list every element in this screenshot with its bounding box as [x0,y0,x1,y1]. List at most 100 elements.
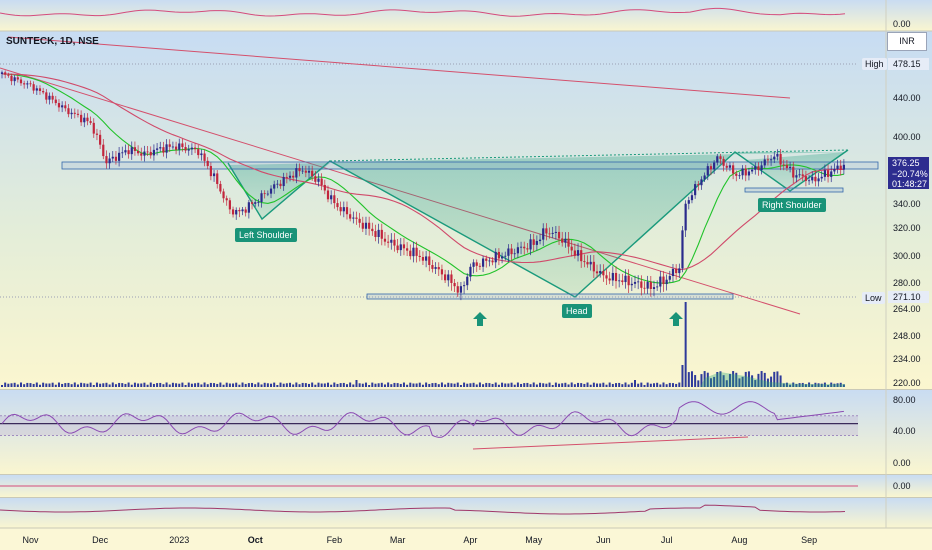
volume-bar [181,382,184,387]
candle-body [621,280,624,283]
candle-body [722,158,725,166]
candle-body [19,79,23,84]
volume-bar [225,382,228,387]
volume-bar [671,383,674,387]
volume-bar [146,384,149,387]
volume-bar [409,382,412,387]
candle-body [174,146,178,150]
volume-bar [795,383,798,387]
rsi-line [1,401,844,438]
lower-indicator-line [0,504,846,515]
volume-bar [678,382,681,387]
candle-body [406,248,409,251]
volume-bar [589,384,592,387]
volume-bar [7,383,10,387]
candle-body [611,272,614,281]
volume-bar [105,382,108,387]
candle-body [244,209,247,213]
candle-body [725,165,728,168]
candle-body [713,162,716,170]
candle-body [387,241,390,243]
volume-bar [501,382,504,387]
volume-bar [314,384,317,387]
candle-body [763,159,766,166]
candle-body [67,108,70,115]
currency-button[interactable]: INR [887,32,927,51]
support-zone [366,293,734,300]
volume-bar [766,378,769,387]
candle-body [766,159,770,161]
volume-bar [320,383,323,387]
volume-bar [326,382,329,387]
candle-body [231,209,235,215]
volume-bar [273,382,276,387]
candle-body [709,166,713,170]
volume-bar [725,380,728,387]
candle-body [447,274,450,281]
candle-body [29,83,32,85]
candle-body [580,250,583,262]
candle-body [212,173,216,177]
mid-panel-tick: 0.00 [893,481,911,491]
candle-body [399,244,402,251]
right-shoulder-label: Right Shoulder [758,198,826,212]
volume-bar [722,375,725,387]
volume-bar [247,383,250,387]
volume-bar [244,383,247,387]
volume-bar [659,384,662,387]
volume-bar [95,382,98,387]
candle-body [516,247,519,254]
volume-bar [823,382,826,387]
candle-body [513,253,516,255]
time-tick-label: 2023 [169,535,189,545]
volume-bar [415,383,418,387]
volume-bar [387,382,390,387]
volume-bar [605,384,608,387]
candle-body [662,276,665,285]
candle-body [124,150,127,153]
candle-body [792,166,795,178]
candle-body [250,202,254,204]
volume-bar [820,383,823,387]
candle-body [402,244,406,249]
volume-bar [804,384,807,387]
low-label: Low [862,292,885,304]
candle-body [823,170,826,177]
volume-bar [421,384,424,387]
candle-body [646,281,649,289]
candle-body [425,256,428,261]
volume-bar [830,382,833,387]
candle-body [583,261,586,263]
candle-body [700,179,703,186]
candle-body [368,222,371,229]
volume-bar [228,383,231,387]
volume-bar [156,383,159,387]
volume-bar [118,382,121,387]
last-price-value: 376.25 [892,158,920,168]
candle-body [675,268,678,274]
volume-bar [747,371,750,387]
candle-body [320,178,323,185]
candle-body [118,152,121,161]
volume-bar [222,384,225,387]
volume-bar [364,382,367,387]
candle-body [633,281,637,284]
candle-body [288,175,292,178]
volume-bar [751,375,754,387]
candle-body [127,150,130,155]
volume-bar [23,384,26,387]
time-tick-label: Oct [248,535,263,545]
volume-bar [459,384,462,387]
candle-body [830,171,833,177]
candle-body [390,239,393,243]
volume-bar [295,382,298,387]
candle-body [254,202,257,204]
volume-bar [64,383,67,387]
volume-bar [241,382,244,387]
candle-body [146,151,149,153]
volume-bar [333,382,336,387]
volume-bar [513,384,516,387]
volume-bar [643,384,646,387]
ema-fast-line [1,73,845,284]
